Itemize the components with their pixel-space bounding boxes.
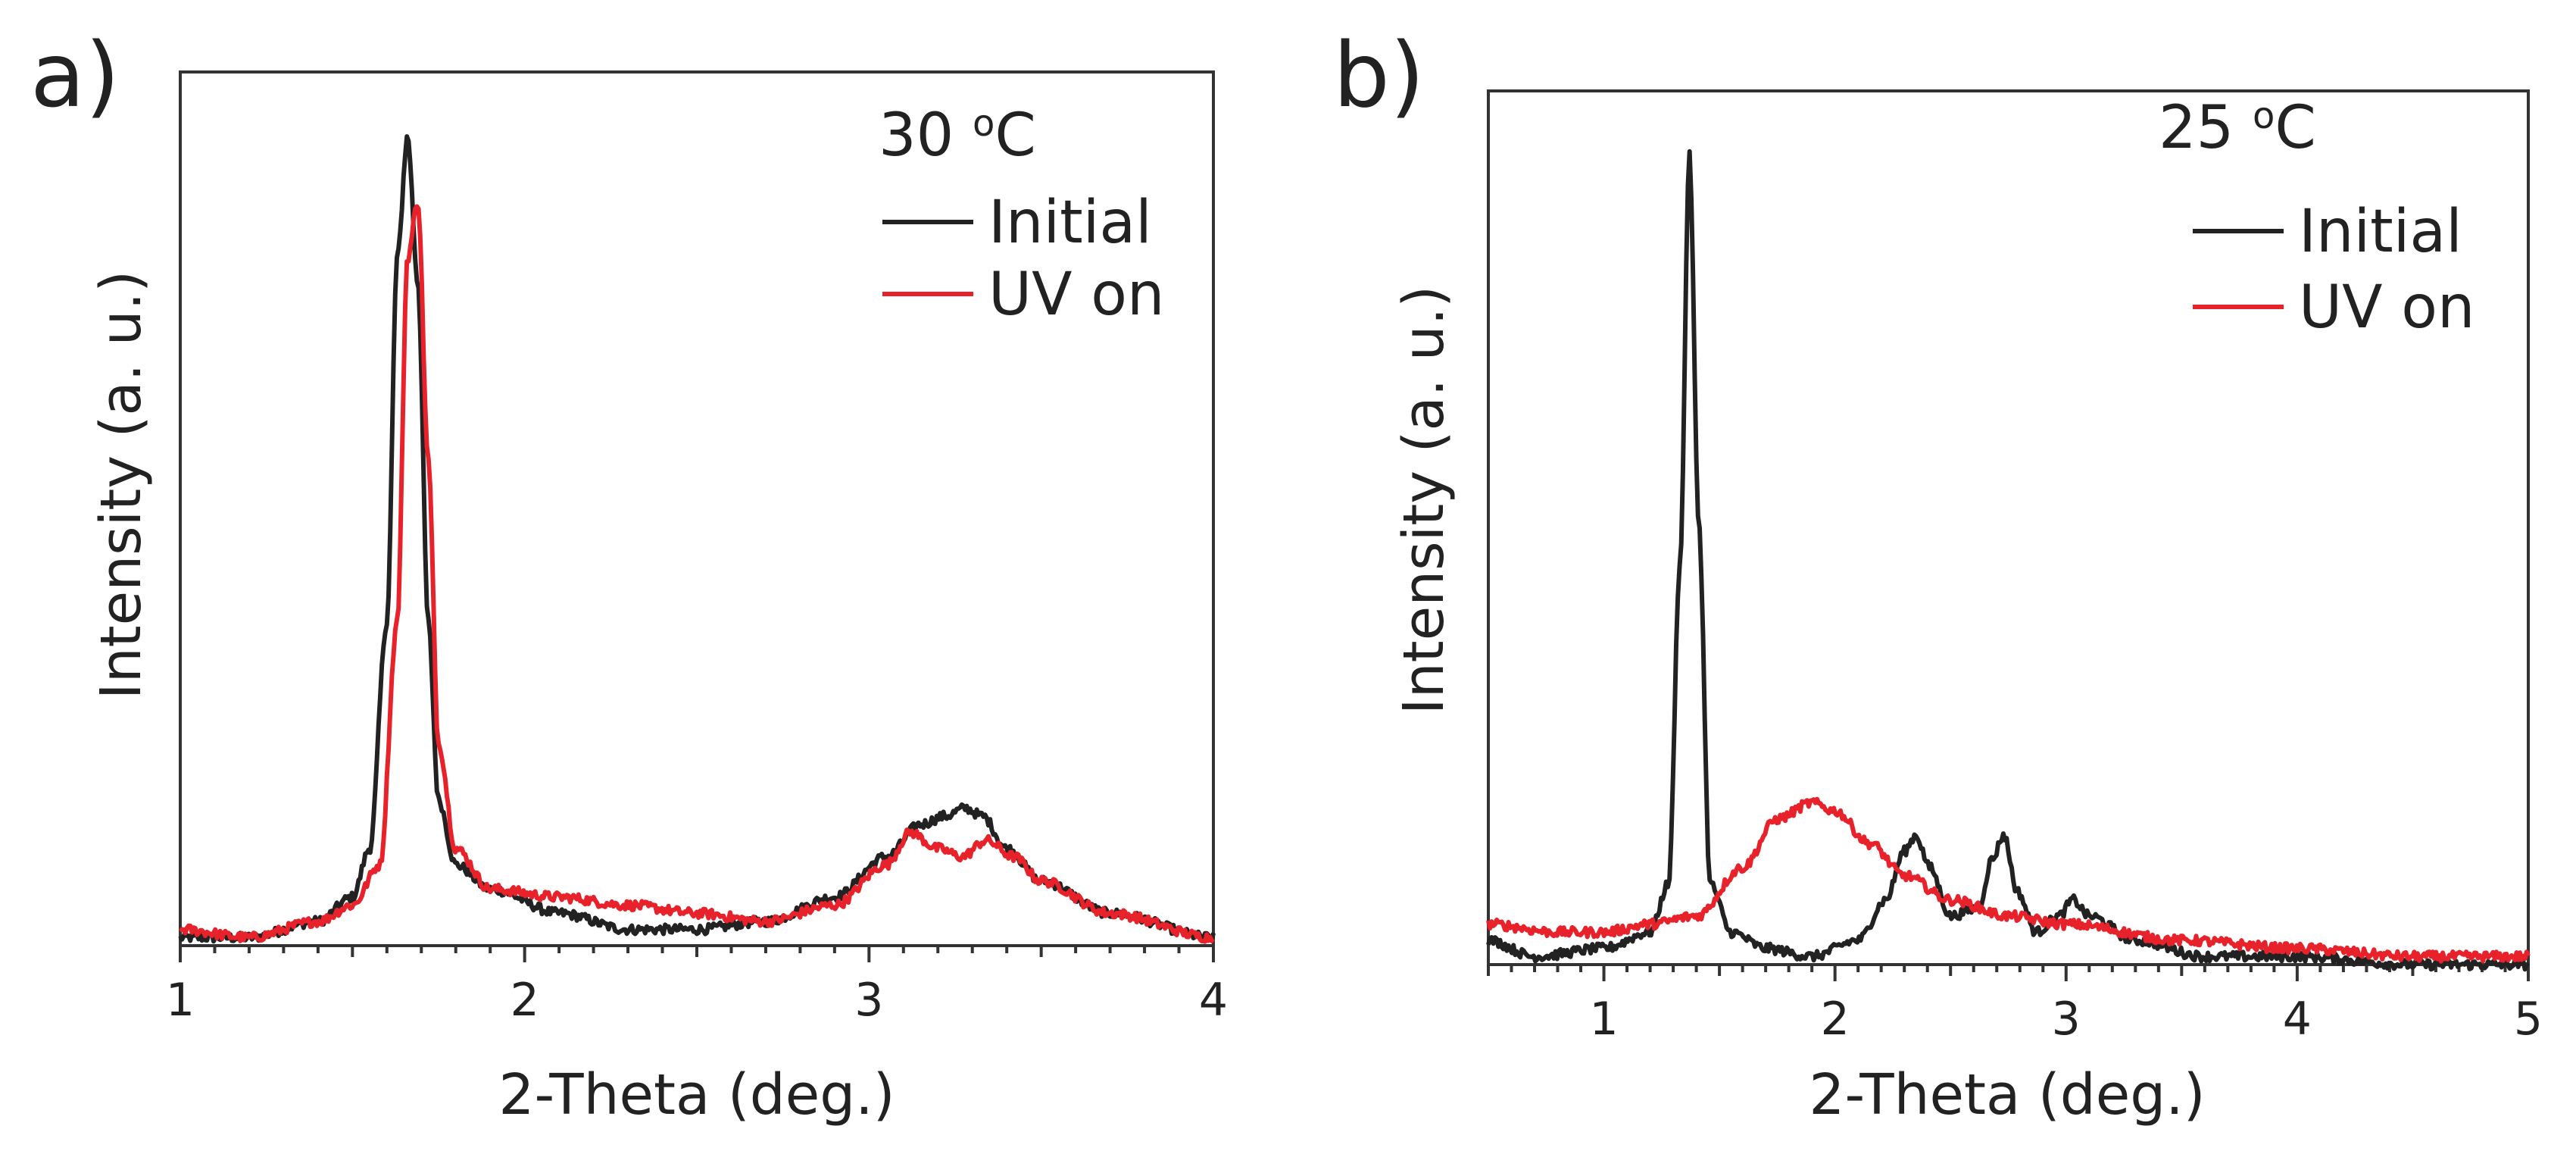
panel-a-series [178, 134, 1216, 944]
panel-a: a) Intensity (a. u.) 1 2 3 4 2-Theta (deg.)… [30, 23, 1228, 1128]
panel-a-x-tick-label: 2 [511, 974, 539, 1027]
panel-a-x-ticks: 1 2 3 4 [166, 946, 1228, 1027]
panel-b-plot-frame [1487, 89, 2530, 966]
panel-b-label: b) [1333, 23, 1425, 127]
panel-b-x-tick-label: 3 [2052, 993, 2081, 1046]
panel-a-series-initial-line [178, 134, 1216, 944]
panel-a-x-axis-title: 2-Theta (deg.) [498, 1062, 895, 1128]
panel-a-legend-label-uv-on: UV on [988, 261, 1164, 329]
panel-a-label: a) [30, 23, 120, 127]
panel-b-degree-symbol: o [2253, 95, 2275, 137]
panel-a-temperature-unit: C [994, 102, 1035, 170]
panel-b-temperature-annotation: 25 oC [2159, 94, 2316, 162]
panel-b-temperature-value: 25 [2159, 94, 2253, 162]
panel-a-series-uv-on-line [178, 204, 1215, 944]
panel-b-series [1486, 149, 2531, 972]
panel-a-x-tick-label: 4 [1199, 974, 1228, 1027]
panel-b-series-initial-line [1486, 149, 2531, 972]
panel-b-x-tick-label: 2 [1821, 993, 1850, 1046]
panel-a-x-tick-label: 3 [854, 974, 883, 1027]
panel-b: b) Intensity (a. u.) 1 2 3 4 5 2-Theta (deg.… [1333, 23, 2543, 1128]
panel-b-x-tick-label: 1 [1589, 993, 1618, 1046]
panel-b-series-uv-on-line [1486, 796, 2531, 964]
panel-a-y-axis-title: Intensity (a. u.) [89, 271, 154, 699]
panel-a-x-tick-label: 1 [166, 974, 195, 1027]
panel-a-legend-label-initial: Initial [988, 189, 1152, 257]
panel-b-x-axis-title: 2-Theta (deg.) [1809, 1062, 2205, 1128]
panel-a-legend: 30 oC Initial UV on [879, 102, 1164, 329]
panel-b-temperature-unit: C [2275, 94, 2315, 162]
panel-a-degree-symbol: o [973, 102, 994, 145]
panel-b-x-tick-label: 4 [2283, 993, 2312, 1046]
panel-b-legend-label-initial: Initial [2299, 198, 2462, 266]
panel-b-x-ticks: 1 2 3 4 5 [1487, 965, 2543, 1046]
panel-a-temperature-annotation: 30 oC [879, 102, 1036, 170]
panel-a-temperature-value: 30 [879, 102, 973, 170]
panel-b-legend: 25 oC Initial UV on [2159, 94, 2475, 342]
panel-b-y-axis-title: Intensity (a. u.) [1391, 286, 1457, 715]
panel-b-x-tick-label: 5 [2514, 993, 2543, 1046]
panel-b-legend-label-uv-on: UV on [2299, 274, 2475, 342]
